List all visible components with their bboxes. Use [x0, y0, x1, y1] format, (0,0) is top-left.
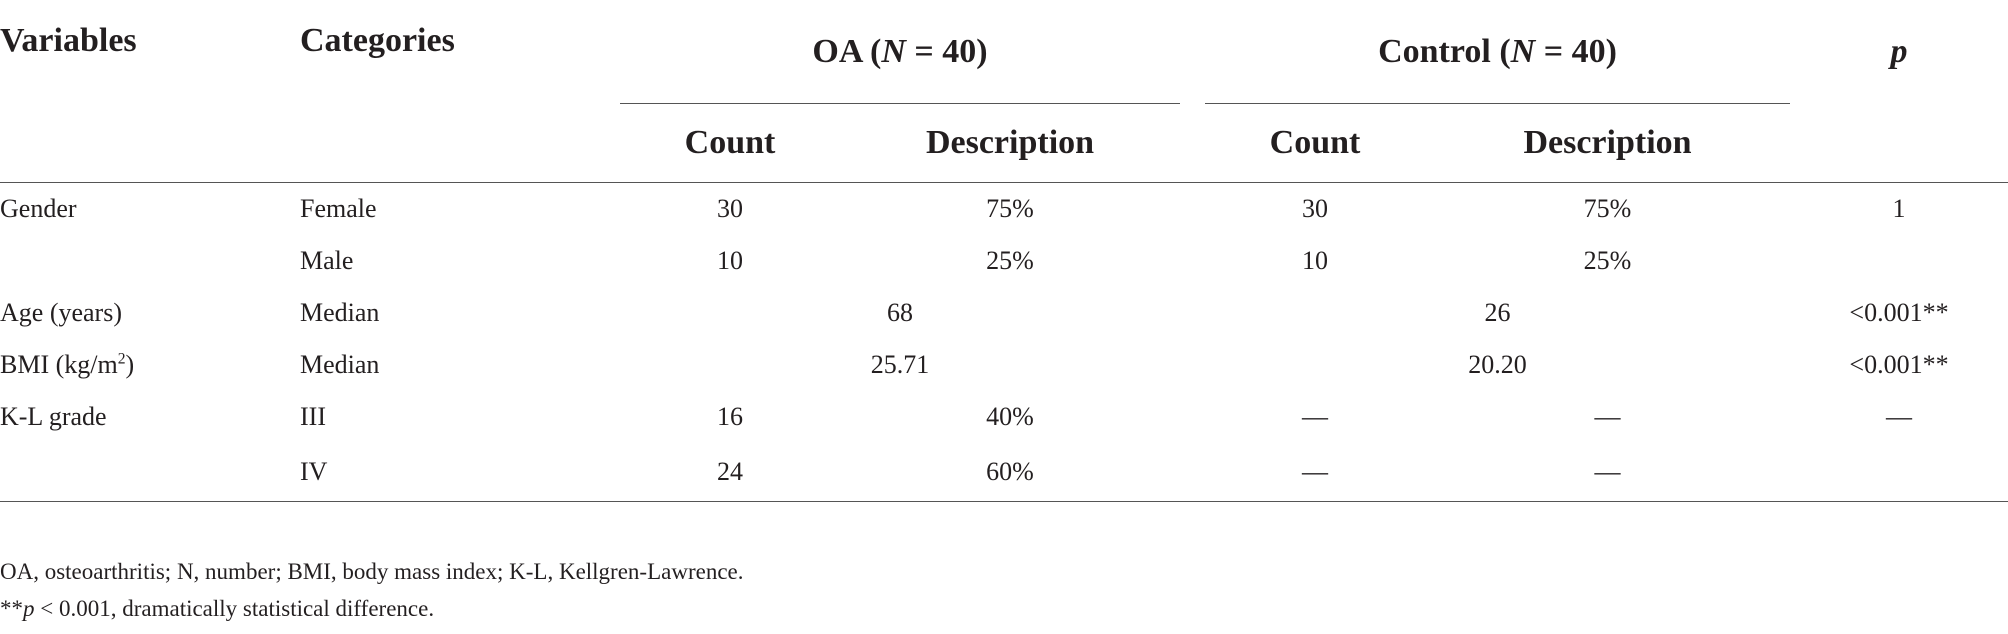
- cell-control-count: —: [1205, 443, 1425, 502]
- cell-gap: [1180, 339, 1205, 391]
- cell-category: Median: [300, 350, 380, 379]
- cell-gap: [1180, 183, 1205, 236]
- cell-control-description: —: [1594, 402, 1621, 431]
- cell-p: 1: [1892, 194, 1906, 223]
- cell-oa-count: 10: [717, 246, 743, 275]
- header-oa-label: OA: [812, 33, 862, 70]
- header-control-label: Control: [1378, 33, 1491, 70]
- header-oa-n-value: 40: [942, 33, 977, 70]
- cell-control-merged: 26: [1484, 298, 1511, 327]
- footnote-p: p: [23, 596, 35, 621]
- table-row: Gender Female 30 75% 30 75% 1: [0, 183, 2008, 236]
- header-oa-description: Description: [840, 104, 1180, 183]
- cell-oa-count: 16: [717, 402, 743, 431]
- cell-p: —: [1886, 402, 1912, 431]
- header-empty-1: [0, 104, 300, 183]
- cell-gap: [1180, 235, 1205, 287]
- header-oa-count: Count: [620, 104, 840, 183]
- cell-p: <0.001**: [1849, 350, 1949, 379]
- header-variables: Variables: [0, 22, 137, 59]
- header-control-count: Count: [1205, 104, 1425, 183]
- footnote-significance-text: < 0.001, dramatically statistical differ…: [34, 596, 435, 621]
- table-row: K-L grade III 16 40% — — —: [0, 391, 2008, 443]
- cell-gap: [1180, 443, 1205, 502]
- header-gap: [1180, 0, 1205, 104]
- cell-control-count: 10: [1302, 246, 1328, 275]
- cell-category: IV: [300, 443, 620, 502]
- cell-oa-description: 60%: [840, 443, 1180, 502]
- table-footnotes: OA, osteoarthritis; N, number; BMI, body…: [0, 553, 744, 627]
- cell-oa-merged: 25.71: [870, 350, 930, 379]
- cell-variable: BMI (kg/m2): [0, 339, 300, 391]
- header-empty-p: [1790, 104, 2008, 183]
- cell-category: III: [300, 402, 326, 431]
- table-row: IV 24 60% — —: [0, 443, 2008, 502]
- cell-p: <0.001**: [1849, 298, 1949, 327]
- header-control-n-label: N: [1510, 33, 1536, 70]
- header-p-cell: p: [1790, 0, 2008, 104]
- header-p: p: [1890, 33, 1908, 70]
- table-row: Age (years) Median 68 26 <0.001**: [0, 287, 2008, 339]
- header-control-rule: [1205, 103, 1790, 104]
- header-oa-group: OA (N = 40): [620, 0, 1180, 104]
- table-row: BMI (kg/m2) Median 25.71 20.20 <0.001**: [0, 339, 2008, 391]
- cell-control-description: 25%: [1583, 246, 1632, 275]
- cell-oa-count: 30: [717, 194, 743, 223]
- cell-oa-description: 40%: [986, 402, 1034, 431]
- header-control-n-value: 40: [1571, 33, 1606, 70]
- table-row: Male 10 25% 10 25%: [0, 235, 2008, 287]
- cell-variable: [0, 235, 300, 287]
- footnote-marker: **: [0, 596, 23, 621]
- cell-control-count: —: [1302, 402, 1328, 431]
- header-empty-gap: [1180, 104, 1205, 183]
- cell-category: Male: [300, 246, 354, 275]
- cell-oa-merged: 68: [887, 298, 913, 327]
- header-categories: Categories: [300, 22, 455, 59]
- cell-oa-description: 25%: [986, 246, 1034, 275]
- cell-variable-superscript: 2: [117, 350, 126, 368]
- cell-variable-main: BMI (kg/m: [0, 350, 118, 379]
- header-empty-2: [300, 104, 620, 183]
- header-oa-rule: [620, 103, 1180, 104]
- cell-oa-description: 75%: [986, 194, 1034, 223]
- cell-category: Female: [300, 194, 377, 223]
- cell-p: [1790, 235, 2008, 287]
- header-control-description: Description: [1425, 104, 1790, 183]
- demographics-table: Variables Categories OA (N = 40) Control…: [0, 0, 2008, 502]
- cell-variable: [0, 443, 300, 502]
- header-oa-n-label: N: [881, 33, 906, 70]
- cell-category: Median: [300, 298, 380, 327]
- table-container: Variables Categories OA (N = 40) Control…: [0, 0, 2008, 502]
- cell-variable-tail: ): [125, 350, 135, 379]
- cell-control-count: 30: [1302, 194, 1328, 223]
- footnote-abbreviations: OA, osteoarthritis; N, number; BMI, body…: [0, 559, 744, 584]
- header-control-group: Control (N = 40): [1205, 0, 1790, 104]
- cell-control-merged: 20.20: [1468, 350, 1527, 379]
- cell-variable: K-L grade: [0, 402, 107, 431]
- cell-control-description: —: [1425, 443, 1790, 502]
- cell-oa-count: 24: [620, 443, 840, 502]
- cell-variable: Age (years): [0, 298, 122, 327]
- cell-gap: [1180, 287, 1205, 339]
- footnote-significance: **p < 0.001, dramatically statistical di…: [0, 590, 744, 627]
- cell-gap: [1180, 391, 1205, 443]
- cell-p: [1790, 443, 2008, 502]
- cell-control-description: 75%: [1583, 194, 1632, 223]
- cell-variable: Gender: [0, 194, 77, 223]
